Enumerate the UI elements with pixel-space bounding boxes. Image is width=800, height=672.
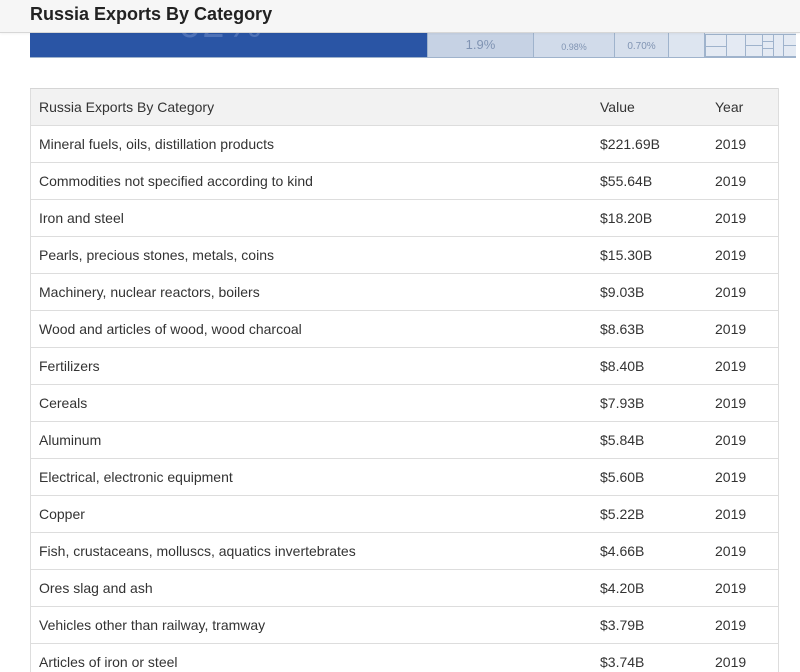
treemap-cell[interactable]: [726, 34, 746, 57]
value-cell: $221.69B: [600, 125, 715, 163]
column-header-value[interactable]: Value: [600, 88, 715, 126]
value-cell: $5.84B: [600, 421, 715, 459]
table-row: Ores slag and ash $4.20B 2019: [30, 569, 779, 607]
category-cell: Iron and steel: [30, 199, 600, 237]
treemap-cell[interactable]: [745, 45, 763, 57]
year-cell: 2019: [715, 347, 779, 385]
year-cell: 2019: [715, 236, 779, 274]
table-row: Vehicles other than railway, tramway $3.…: [30, 606, 779, 644]
treemap-cell[interactable]: [783, 45, 796, 57]
value-cell: $5.60B: [600, 458, 715, 496]
year-cell: 2019: [715, 606, 779, 644]
value-cell: $4.66B: [600, 532, 715, 570]
value-cell: $55.64B: [600, 162, 715, 200]
value-cell: $5.22B: [600, 495, 715, 533]
year-cell: 2019: [715, 384, 779, 422]
category-cell: Copper: [30, 495, 600, 533]
year-cell: 2019: [715, 273, 779, 311]
category-cell: Wood and articles of wood, wood charcoal: [30, 310, 600, 348]
exports-table: Russia Exports By Category Value Year Mi…: [30, 88, 779, 672]
category-cell: Fish, crustaceans, molluscs, aquatics in…: [30, 532, 600, 570]
treemap-cell-label: 0.70%: [627, 41, 656, 52]
category-cell: Ores slag and ash: [30, 569, 600, 607]
table-row: Aluminum $5.84B 2019: [30, 421, 779, 459]
category-cell: Fertilizers: [30, 347, 600, 385]
value-cell: $7.93B: [600, 384, 715, 422]
year-cell: 2019: [715, 162, 779, 200]
category-cell: Vehicles other than railway, tramway: [30, 606, 600, 644]
year-cell: 2019: [715, 532, 779, 570]
year-cell: 2019: [715, 310, 779, 348]
header-bar: Russia Exports By Category: [0, 0, 800, 33]
table-row: Electrical, electronic equipment $5.60B …: [30, 458, 779, 496]
table-row: Commodities not specified according to k…: [30, 162, 779, 200]
value-cell: $18.20B: [600, 199, 715, 237]
category-cell: Machinery, nuclear reactors, boilers: [30, 273, 600, 311]
category-cell: Mineral fuels, oils, distillation produc…: [30, 125, 600, 163]
value-cell: $9.03B: [600, 273, 715, 311]
table-row: Fertilizers $8.40B 2019: [30, 347, 779, 385]
value-cell: $3.79B: [600, 606, 715, 644]
year-cell: 2019: [715, 569, 779, 607]
category-cell: Pearls, precious stones, metals, coins: [30, 236, 600, 274]
year-cell: 2019: [715, 421, 779, 459]
table-row: Copper $5.22B 2019: [30, 495, 779, 533]
year-cell: 2019: [715, 199, 779, 237]
treemap-cell-label: 0.98%: [561, 42, 587, 52]
column-header-year[interactable]: Year: [715, 88, 779, 126]
table-row: Iron and steel $18.20B 2019: [30, 199, 779, 237]
page-title: Russia Exports By Category: [30, 4, 273, 24]
category-cell: Aluminum: [30, 421, 600, 459]
category-cell: Electrical, electronic equipment: [30, 458, 600, 496]
table-row: Fish, crustaceans, molluscs, aquatics in…: [30, 532, 779, 570]
category-cell: Cereals: [30, 384, 600, 422]
value-cell: $15.30B: [600, 236, 715, 274]
category-cell: Articles of iron or steel: [30, 643, 600, 672]
value-cell: $8.63B: [600, 310, 715, 348]
treemap-cell[interactable]: [705, 46, 727, 57]
year-cell: 2019: [715, 125, 779, 163]
value-cell: $4.20B: [600, 569, 715, 607]
category-cell: Commodities not specified according to k…: [30, 162, 600, 200]
table-row: Machinery, nuclear reactors, boilers $9.…: [30, 273, 779, 311]
value-cell: $8.40B: [600, 347, 715, 385]
table-row: Cereals $7.93B 2019: [30, 384, 779, 422]
year-cell: 2019: [715, 458, 779, 496]
year-cell: 2019: [715, 495, 779, 533]
table-header-row: Russia Exports By Category Value Year: [30, 88, 779, 126]
value-cell: $3.74B: [600, 643, 715, 672]
year-cell: 2019: [715, 643, 779, 672]
treemap-cell-label: 1.9%: [465, 37, 496, 52]
table-row: Mineral fuels, oils, distillation produc…: [30, 125, 779, 163]
column-header-category[interactable]: Russia Exports By Category: [30, 88, 600, 126]
table-row: Articles of iron or steel $3.74B 2019: [30, 643, 779, 672]
table-row: Pearls, precious stones, metals, coins $…: [30, 236, 779, 274]
table-row: Wood and articles of wood, wood charcoal…: [30, 310, 779, 348]
